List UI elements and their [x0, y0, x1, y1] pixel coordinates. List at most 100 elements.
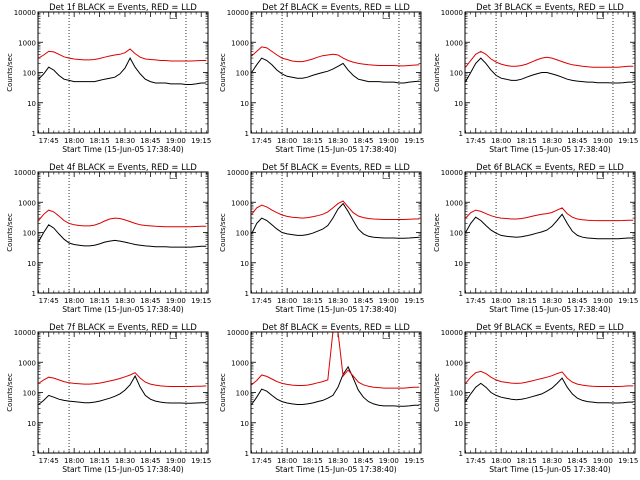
x-tick-label: 17:45 — [252, 457, 272, 465]
y-tick-label: 100 — [23, 230, 36, 238]
events-series-line — [251, 202, 420, 239]
x-tick-label: 18:15 — [89, 457, 109, 465]
y-tick-label: 100 — [450, 230, 463, 238]
y-tick-label: 10 — [454, 420, 463, 428]
lld-series-line — [251, 46, 420, 67]
x-tick-label: 19:00 — [593, 297, 613, 305]
events-series-line — [38, 374, 207, 405]
lld-series-line — [251, 332, 420, 389]
x-tick-label: 18:45 — [140, 297, 160, 305]
y-axis-label: Counts/sec — [433, 53, 441, 92]
y-axis-label: Counts/sec — [6, 373, 14, 412]
legend-marker: □ — [382, 11, 391, 21]
y-tick-label: 10 — [240, 260, 249, 268]
y-tick-label: 1 — [245, 450, 249, 458]
x-tick-label: 19:15 — [404, 457, 424, 465]
x-axis-label: Start Time (15-Jun-05 17:38:40) — [489, 145, 611, 154]
plot-frame — [464, 171, 636, 294]
y-tick-label: 100 — [23, 390, 36, 398]
x-tick-label: 18:45 — [567, 297, 587, 305]
x-tick-label: 18:30 — [542, 297, 562, 305]
y-tick-label: 100 — [236, 390, 249, 398]
y-axis-label: Counts/sec — [433, 213, 441, 252]
panel-title: Det 9f BLACK = Events, RED = LLD — [476, 322, 624, 332]
x-tick-label: 17:45 — [466, 137, 486, 145]
x-tick-label: 18:30 — [115, 297, 135, 305]
x-tick-label: 18:15 — [516, 137, 536, 145]
y-tick-label: 10 — [27, 420, 36, 428]
x-tick-label: 19:15 — [618, 297, 638, 305]
x-tick-label: 18:15 — [302, 457, 322, 465]
x-tick-label: 18:15 — [516, 297, 536, 305]
y-tick-label: 1 — [459, 450, 463, 458]
plot-frame — [464, 11, 636, 134]
y-tick-label: 1 — [32, 130, 36, 138]
x-tick-label: 18:45 — [567, 457, 587, 465]
x-tick-label: 18:00 — [277, 457, 297, 465]
lld-series-line — [38, 209, 207, 228]
plot-frame — [37, 331, 209, 454]
x-tick-label: 17:45 — [39, 457, 59, 465]
x-tick-label: 18:00 — [491, 457, 511, 465]
y-tick-label: 10 — [454, 260, 463, 268]
panel-title: Det 1f BLACK = Events, RED = LLD — [49, 2, 197, 12]
y-tick-label: 100 — [23, 70, 36, 78]
lld-series-line — [465, 370, 634, 387]
y-axis-label: Counts/sec — [219, 213, 227, 252]
x-axis-label: Start Time (15-Jun-05 17:38:40) — [275, 145, 397, 154]
x-tick-label: 18:00 — [64, 297, 84, 305]
plot-frame — [37, 11, 209, 134]
lld-series-line — [38, 48, 207, 62]
x-axis-label: Start Time (15-Jun-05 17:38:40) — [489, 465, 611, 474]
y-tick-label: 1 — [32, 290, 36, 298]
y-tick-label: 10 — [27, 260, 36, 268]
y-tick-label: 10000 — [227, 9, 249, 17]
y-axis-label: Counts/sec — [219, 373, 227, 412]
x-tick-label: 18:30 — [115, 457, 135, 465]
x-tick-label: 18:00 — [277, 137, 297, 145]
x-tick-label: 17:45 — [252, 297, 272, 305]
x-axis-label: Start Time (15-Jun-05 17:38:40) — [275, 465, 397, 474]
x-tick-label: 18:15 — [302, 137, 322, 145]
legend-marker: □ — [596, 11, 605, 21]
x-tick-label: 18:30 — [542, 457, 562, 465]
plot-frame — [37, 171, 209, 294]
x-axis-label: Start Time (15-Jun-05 17:38:40) — [62, 145, 184, 154]
y-tick-label: 1 — [459, 130, 463, 138]
panel-title: Det 4f BLACK = Events, RED = LLD — [49, 162, 197, 172]
legend-marker: □ — [596, 331, 605, 341]
x-tick-label: 18:45 — [353, 137, 373, 145]
x-tick-label: 19:00 — [379, 297, 399, 305]
x-tick-label: 18:30 — [328, 137, 348, 145]
y-tick-label: 1000 — [18, 359, 36, 367]
y-tick-label: 10000 — [441, 9, 463, 17]
y-tick-label: 10000 — [14, 329, 36, 337]
x-tick-label: 18:15 — [89, 137, 109, 145]
x-tick-label: 18:30 — [542, 137, 562, 145]
x-tick-label: 19:00 — [166, 297, 186, 305]
y-tick-label: 10000 — [14, 9, 36, 17]
y-tick-label: 10000 — [441, 329, 463, 337]
y-tick-label: 10 — [27, 100, 36, 108]
y-axis-label: Counts/sec — [6, 53, 14, 92]
x-tick-label: 19:15 — [404, 297, 424, 305]
y-tick-label: 10000 — [227, 169, 249, 177]
y-tick-label: 1 — [245, 130, 249, 138]
legend-marker: □ — [169, 331, 178, 341]
x-tick-label: 17:45 — [466, 457, 486, 465]
panel-2: Det 2f BLACK = Events, RED = LLD□ 1 10 100 1… — [219, 2, 424, 154]
y-tick-label: 1000 — [445, 199, 463, 207]
events-series-line — [465, 213, 634, 240]
x-tick-label: 18:00 — [277, 297, 297, 305]
x-tick-label: 19:15 — [191, 457, 211, 465]
x-tick-label: 19:15 — [191, 137, 211, 145]
y-tick-label: 10 — [240, 420, 249, 428]
x-tick-label: 18:00 — [64, 137, 84, 145]
events-series-line — [38, 224, 207, 248]
y-tick-label: 1000 — [445, 359, 463, 367]
x-tick-label: 19:00 — [166, 457, 186, 465]
y-axis-label: Counts/sec — [219, 53, 227, 92]
panel-7: Det 7f BLACK = Events, RED = LLD□ 1 10 100 1… — [6, 322, 211, 474]
y-tick-label: 100 — [450, 390, 463, 398]
panel-8: Det 8f BLACK = Events, RED = LLD□ 1 10 100 1… — [219, 322, 424, 474]
